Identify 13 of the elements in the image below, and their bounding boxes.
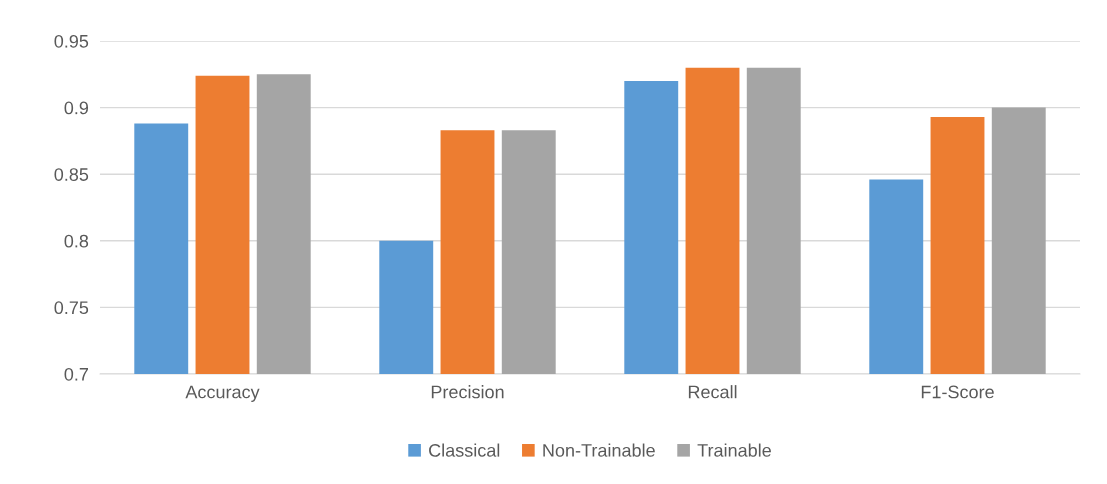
legend-label: Classical bbox=[429, 443, 500, 457]
legend-label: Trainable bbox=[697, 443, 771, 457]
x-tick-label: Accuracy bbox=[185, 385, 260, 402]
legend-label: Non-Trainable bbox=[543, 443, 655, 457]
y-tick-label: 0.9 bbox=[64, 101, 89, 115]
x-tick-label: Recall bbox=[688, 385, 737, 399]
x-tick-label: F1-Score bbox=[921, 385, 994, 399]
y-tick-label: 0.7 bbox=[64, 367, 88, 381]
y-tick-label: 0.95 bbox=[54, 34, 89, 48]
y-tick-label: 0.8 bbox=[64, 234, 89, 248]
x-tick-label: Precision bbox=[431, 385, 504, 399]
y-tick-label: 0.85 bbox=[54, 168, 89, 181]
y-tick-label: 0.75 bbox=[54, 301, 89, 315]
